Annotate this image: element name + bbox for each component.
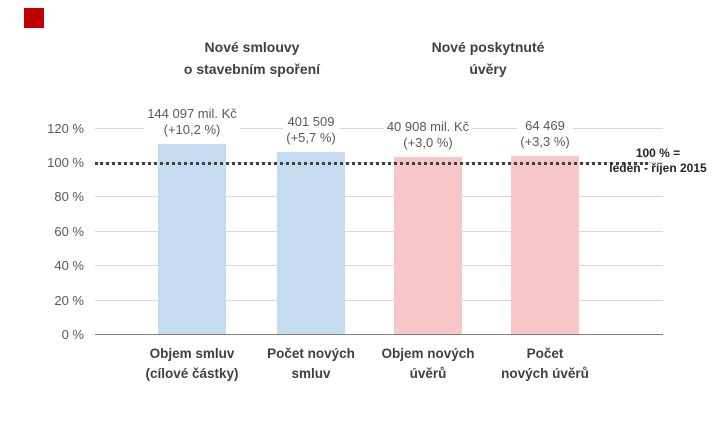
category-label-objem-smluv: Objem smluv (cílové částky): [145, 344, 238, 384]
x-axis-line: [95, 334, 663, 335]
group-header-line1: Nové poskytnuté: [431, 39, 545, 55]
y-axis-tick-label: 120 %: [47, 120, 84, 136]
y-axis-tick-label: 0 %: [61, 327, 84, 342]
category-line2: úvěrů: [409, 366, 447, 381]
y-axis-tick-label: 20 %: [54, 292, 84, 308]
category-label-pocet-novych-smluv: Počet nových smluv: [267, 344, 355, 384]
group-header-new-loans: Nové poskytnuté úvěry: [432, 36, 545, 80]
category-label-pocet-novych-uveru: Počet nových úvěrů: [501, 344, 589, 384]
bar-value: 64 469: [525, 118, 565, 134]
bar-objem-novych-uveru: [394, 156, 462, 334]
reference-annotation-line2: leden - říjen 2015: [609, 161, 707, 175]
reference-line-annotation: 100 % = leden - říjen 2015: [604, 146, 712, 176]
gridline: [95, 299, 663, 301]
category-line1: Objem smluv: [149, 346, 235, 361]
category-label-objem-novych-uveru: Objem nových úvěrů: [381, 344, 474, 384]
bar-value: 401 509: [287, 114, 335, 130]
y-axis-tick-label: 100 %: [47, 155, 84, 170]
reference-annotation-line1: 100 % =: [635, 146, 681, 160]
gridline: [95, 230, 663, 232]
gridline: [95, 265, 663, 267]
bar-value-change: (+3,3 %): [520, 134, 570, 150]
category-line2: nových úvěrů: [501, 366, 589, 381]
bar-objem-smluv: [158, 144, 226, 334]
bar-value-label: 40 908 mil. Kč (+3,0 %): [383, 118, 473, 151]
reference-line-100pct: [95, 162, 648, 165]
bar-value-label: 64 469 (+3,3 %): [517, 118, 573, 151]
bar-value: 144 097 mil. Kč: [147, 106, 237, 122]
red-square-logo-icon: [24, 8, 44, 28]
bar-value-change: (+10,2 %): [163, 122, 221, 138]
group-header-line1: Nové smlouvy: [204, 39, 300, 55]
category-line1: Počet nových: [267, 346, 355, 361]
plot-area: 144 097 mil. Kč (+10,2 %) 401 509 (+5,7 …: [95, 106, 663, 335]
bar-value: 40 908 mil. Kč: [386, 118, 470, 134]
group-header-line2: o stavebním spoření: [183, 61, 321, 77]
bar-value-change: (+5,7 %): [286, 130, 336, 146]
gridline: [95, 127, 663, 129]
y-axis-tick-label: 80 %: [54, 189, 84, 205]
group-header-line2: úvěry: [469, 61, 507, 77]
y-axis-tick-label: 40 %: [54, 258, 84, 274]
category-line1: Objem nových: [381, 346, 475, 361]
bar-value-label: 144 097 mil. Kč (+10,2 %): [144, 106, 240, 139]
y-axis-tick-label: 60 %: [54, 223, 84, 239]
category-line2: smluv: [291, 366, 331, 381]
category-line1: Počet: [526, 346, 564, 361]
gridline: [95, 196, 663, 198]
bar-pocet-novych-smluv: [277, 152, 345, 334]
bar-value-change: (+3,0 %): [403, 134, 453, 150]
bar-pocet-novych-uveru: [511, 156, 579, 334]
category-line2: (cílové částky): [145, 366, 239, 381]
group-header-new-contracts: Nové smlouvy o stavebním spoření: [184, 36, 320, 80]
bar-value-label: 401 509 (+5,7 %): [283, 114, 339, 147]
